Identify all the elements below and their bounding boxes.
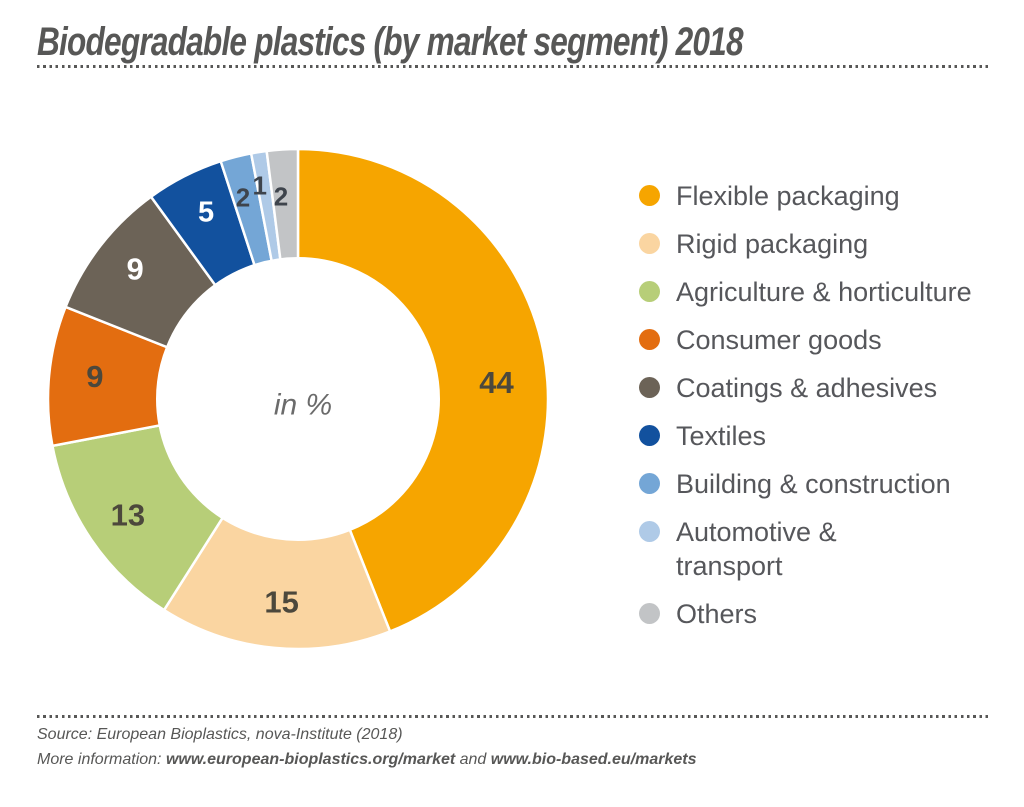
slice-value-label: 5 bbox=[198, 197, 214, 229]
slice-value-label: 9 bbox=[86, 359, 103, 394]
markets-url: www.bio-based.eu/markets bbox=[490, 751, 697, 768]
slice-value-label: 44 bbox=[479, 365, 514, 400]
legend-swatch-icon bbox=[639, 329, 660, 350]
legend-label: Consumer goods bbox=[676, 325, 882, 355]
more-info-line: More information: www.european-bioplasti… bbox=[37, 747, 696, 772]
legend-item: Others bbox=[639, 597, 972, 631]
legend-swatch-icon bbox=[639, 281, 660, 302]
donut-hole bbox=[156, 257, 440, 541]
legend-swatch-icon bbox=[639, 603, 660, 624]
slice-value-label: 13 bbox=[111, 498, 145, 533]
legend-swatch-icon bbox=[639, 521, 660, 542]
legend-item: Agriculture & horticulture bbox=[639, 275, 972, 309]
legend-item: Rigid packaging bbox=[639, 227, 972, 261]
footer-divider bbox=[37, 715, 989, 718]
legend-label: Automotive & transport bbox=[676, 517, 837, 581]
legend-swatch-icon bbox=[639, 233, 660, 254]
donut-center-label: in % bbox=[274, 389, 332, 422]
legend-label: Rigid packaging bbox=[676, 229, 869, 259]
legend-label: Flexible packaging bbox=[676, 181, 900, 211]
legend-item: Flexible packaging bbox=[639, 179, 972, 213]
source-line: Source: European Bioplastics, nova-Insti… bbox=[37, 726, 403, 743]
legend-swatch-icon bbox=[639, 377, 660, 398]
legend-label: Others bbox=[676, 599, 758, 629]
legend-item: Building & construction bbox=[639, 467, 972, 501]
legend-swatch-icon bbox=[639, 185, 660, 206]
slice-value-label: 1 bbox=[252, 171, 266, 201]
footer-text: Source: European Bioplastics, nova-Insti… bbox=[37, 722, 696, 772]
legend-item: Consumer goods bbox=[639, 323, 972, 357]
legend: Flexible packaging Rigid packaging Agricul… bbox=[639, 179, 972, 645]
more-info-connector: and bbox=[455, 751, 491, 768]
legend-label: Textiles bbox=[676, 421, 767, 451]
slice-value-label: 2 bbox=[274, 181, 288, 211]
legend-label: Coatings & adhesives bbox=[676, 373, 938, 403]
legend-swatch-icon bbox=[639, 425, 660, 446]
legend-label: Building & construction bbox=[676, 469, 951, 499]
slice-value-label: 9 bbox=[126, 251, 143, 286]
more-info-prefix: More information: bbox=[37, 751, 166, 768]
legend-item: Textiles bbox=[639, 419, 972, 453]
legend-label: Agriculture & horticulture bbox=[676, 277, 972, 307]
legend-item: Coatings & adhesives bbox=[639, 371, 972, 405]
slice-value-label: 15 bbox=[264, 585, 298, 620]
legend-item: Automotive & transport bbox=[639, 515, 972, 583]
market-url: www.european-bioplastics.org/market bbox=[165, 751, 456, 768]
chart-title: Biodegradable plastics (by market segmen… bbox=[37, 20, 744, 64]
title-divider bbox=[37, 65, 989, 68]
legend-swatch-icon bbox=[639, 473, 660, 494]
slice-value-label: 2 bbox=[236, 182, 250, 212]
